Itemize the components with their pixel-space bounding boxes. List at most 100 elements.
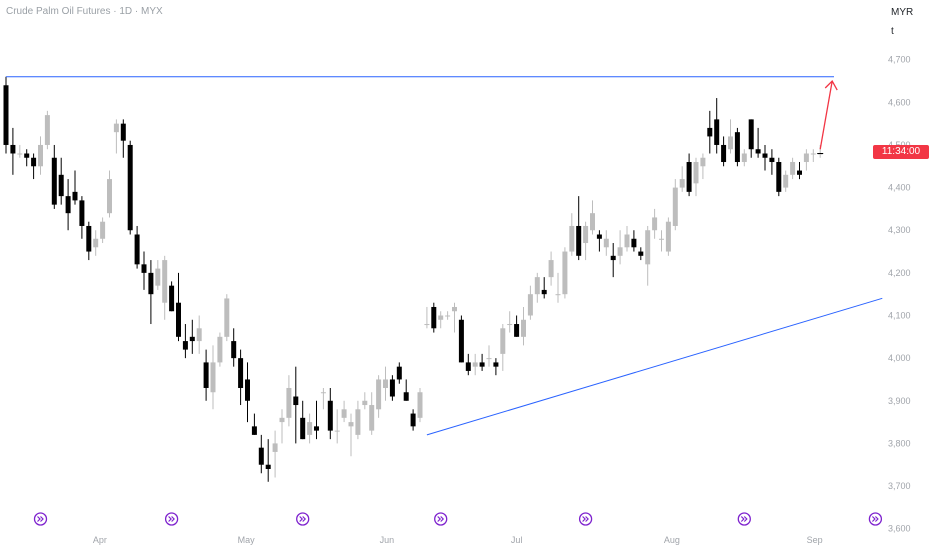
candle xyxy=(355,400,361,440)
candle xyxy=(100,217,106,244)
candle-body xyxy=(307,422,313,435)
candle xyxy=(776,157,782,197)
candle-body xyxy=(686,162,692,192)
fast-forward-circle-icon[interactable] xyxy=(33,512,48,526)
candle xyxy=(148,260,154,325)
candle xyxy=(569,213,575,256)
y-tick-label: 4,200 xyxy=(888,268,911,278)
candle xyxy=(93,230,99,256)
candle-body xyxy=(107,179,112,214)
candle-body xyxy=(300,417,306,440)
candle-body xyxy=(452,306,457,312)
candle xyxy=(189,319,195,354)
candle xyxy=(769,149,775,175)
candle xyxy=(210,345,216,410)
candle-body xyxy=(783,174,789,188)
candle xyxy=(803,149,809,171)
candle-body xyxy=(169,285,175,312)
candle-body xyxy=(790,162,796,175)
candle-body xyxy=(217,336,223,363)
candle-body xyxy=(445,315,451,317)
candle xyxy=(245,362,250,423)
time-axis[interactable]: Apr May Jun Jul Aug Sep xyxy=(93,535,823,545)
fast-forward-circle-icon[interactable] xyxy=(868,512,883,526)
candle-body xyxy=(396,366,402,380)
candle-body xyxy=(224,298,230,337)
unit-label[interactable]: t xyxy=(891,26,894,37)
candle xyxy=(624,225,630,252)
candle xyxy=(507,311,513,333)
candle xyxy=(686,153,692,197)
candle-body xyxy=(714,119,720,145)
candle xyxy=(783,170,789,192)
candle xyxy=(3,76,9,154)
candle-body xyxy=(403,392,409,401)
candle-body xyxy=(797,170,802,175)
candle-body xyxy=(596,234,602,239)
candle-body xyxy=(583,225,589,244)
y-tick-label: 4,600 xyxy=(888,97,911,107)
y-tick-label: 3,700 xyxy=(888,481,911,491)
fast-forward-circle-icon[interactable] xyxy=(434,512,448,526)
candle xyxy=(300,400,306,440)
candle-body xyxy=(424,324,430,326)
x-tick-label: Aug xyxy=(664,535,680,545)
candle-body xyxy=(721,144,727,163)
candle xyxy=(86,221,92,261)
candle-body xyxy=(603,238,609,248)
candle xyxy=(314,400,319,440)
currency-label[interactable]: MYR xyxy=(891,7,914,18)
candle xyxy=(417,387,423,423)
candle-body xyxy=(182,341,188,350)
candle xyxy=(155,260,161,290)
fast-forward-circle-icon[interactable] xyxy=(737,512,751,526)
fast-forward-circle-icon[interactable] xyxy=(164,512,179,526)
x-tick-label: Apr xyxy=(93,535,107,545)
candle-body xyxy=(203,362,209,388)
candle xyxy=(320,387,326,410)
y-tick-label: 3,600 xyxy=(888,524,911,534)
candle-body xyxy=(534,277,540,295)
candle xyxy=(279,409,285,444)
candle xyxy=(182,324,188,359)
projection-arrow[interactable] xyxy=(819,80,833,150)
candle xyxy=(107,170,112,218)
candle xyxy=(127,140,133,235)
candle xyxy=(176,272,181,342)
candle xyxy=(534,272,540,303)
support-trendline[interactable] xyxy=(426,297,883,436)
candle-body xyxy=(10,144,16,154)
candle-body xyxy=(272,443,278,452)
candle-body xyxy=(72,191,78,201)
candle xyxy=(652,208,658,239)
candle xyxy=(334,409,340,444)
candle xyxy=(258,434,264,474)
y-tick-label: 4,000 xyxy=(888,353,911,363)
fast-forward-circle-icon[interactable] xyxy=(296,512,310,526)
candle-body xyxy=(258,447,264,465)
candle-body xyxy=(769,157,775,163)
x-tick-label: May xyxy=(238,535,256,545)
candle xyxy=(672,179,678,231)
candle-body xyxy=(472,362,478,367)
x-tick-label: Jul xyxy=(511,535,523,545)
candle-body xyxy=(610,255,616,261)
candle xyxy=(120,119,126,158)
candle-body xyxy=(245,379,250,401)
candle xyxy=(693,157,699,197)
candle-body xyxy=(341,409,347,418)
candle-body xyxy=(707,127,713,137)
candle-body xyxy=(659,238,664,240)
candle xyxy=(797,162,802,180)
candle xyxy=(203,349,209,401)
candle xyxy=(438,311,444,329)
candle xyxy=(265,439,271,482)
price-axis[interactable]: 3,600 3,700 3,800 3,900 4,000 4,100 4,200 4,300… xyxy=(888,55,911,534)
candle xyxy=(224,294,230,342)
candle xyxy=(748,119,754,158)
candle-body xyxy=(465,362,471,371)
fast-forward-circle-icon[interactable] xyxy=(578,512,593,526)
candle-body xyxy=(458,319,464,363)
candle-body xyxy=(755,149,761,154)
